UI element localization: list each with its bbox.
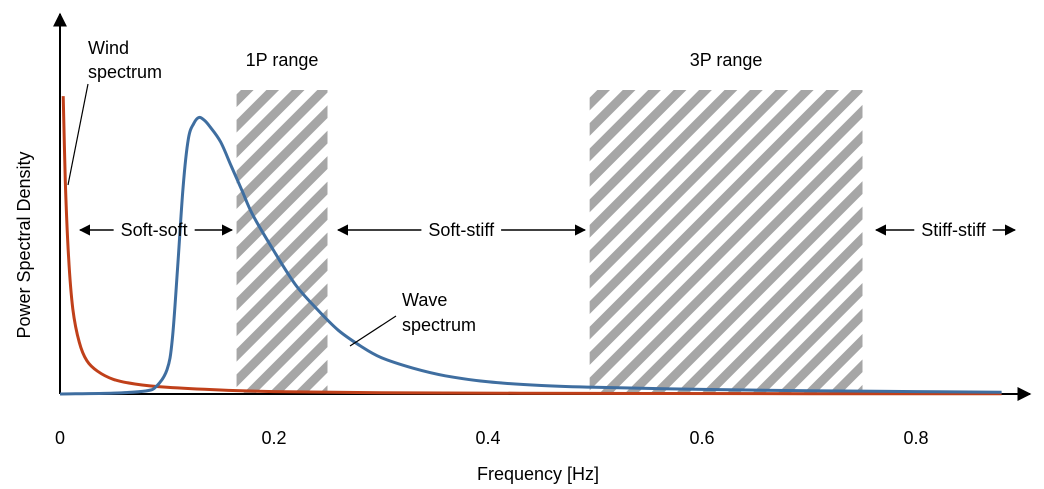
x-tick-label: 0.8 bbox=[903, 428, 928, 448]
stiffness-regions: Soft-soft Soft-stiff Stiff-stiff bbox=[78, 220, 1017, 240]
x-tick-label: 0.2 bbox=[261, 428, 286, 448]
wind-label-leader bbox=[67, 83, 89, 186]
x-tick-label: 0.4 bbox=[475, 428, 500, 448]
y-axis-label: Power Spectral Density bbox=[14, 151, 34, 338]
region-label: Stiff-stiff bbox=[921, 220, 986, 240]
range-labels: 1P range 3P range bbox=[246, 50, 763, 70]
x-tick-label: 0 bbox=[55, 428, 65, 448]
wind-spectrum-label: Wind spectrum bbox=[67, 38, 162, 186]
region-label: Soft-stiff bbox=[428, 220, 495, 240]
x-axis-label: Frequency [Hz] bbox=[477, 464, 599, 484]
resonance-ranges bbox=[236, 90, 863, 394]
x-tick-label: 0.6 bbox=[689, 428, 714, 448]
wave-label-line2: spectrum bbox=[402, 315, 476, 335]
wave-spectrum-label: Wave spectrum bbox=[349, 290, 476, 347]
region-soft-soft: Soft-soft bbox=[78, 220, 234, 240]
range-label-1: 1P range bbox=[246, 50, 319, 70]
range-label-2: 3P range bbox=[690, 50, 763, 70]
region-stiff-stiff: Stiff-stiff bbox=[874, 220, 1017, 240]
wind-spectrum-line bbox=[61, 96, 1002, 396]
region-soft-stiff: Soft-stiff bbox=[336, 220, 587, 240]
range-band-2 bbox=[589, 90, 863, 394]
region-label: Soft-soft bbox=[121, 220, 188, 240]
spectra-series bbox=[59, 96, 1002, 396]
wave-label-leader bbox=[349, 315, 397, 347]
wind-label-line1: Wind bbox=[88, 38, 129, 58]
wave-label-line1: Wave bbox=[402, 290, 447, 310]
x-tick-labels: 0 0.2 0.4 0.6 0.8 bbox=[55, 428, 929, 448]
wave-spectrum-line bbox=[59, 115, 1002, 396]
wind-label-line2: spectrum bbox=[88, 62, 162, 82]
range-band-1 bbox=[236, 90, 328, 394]
